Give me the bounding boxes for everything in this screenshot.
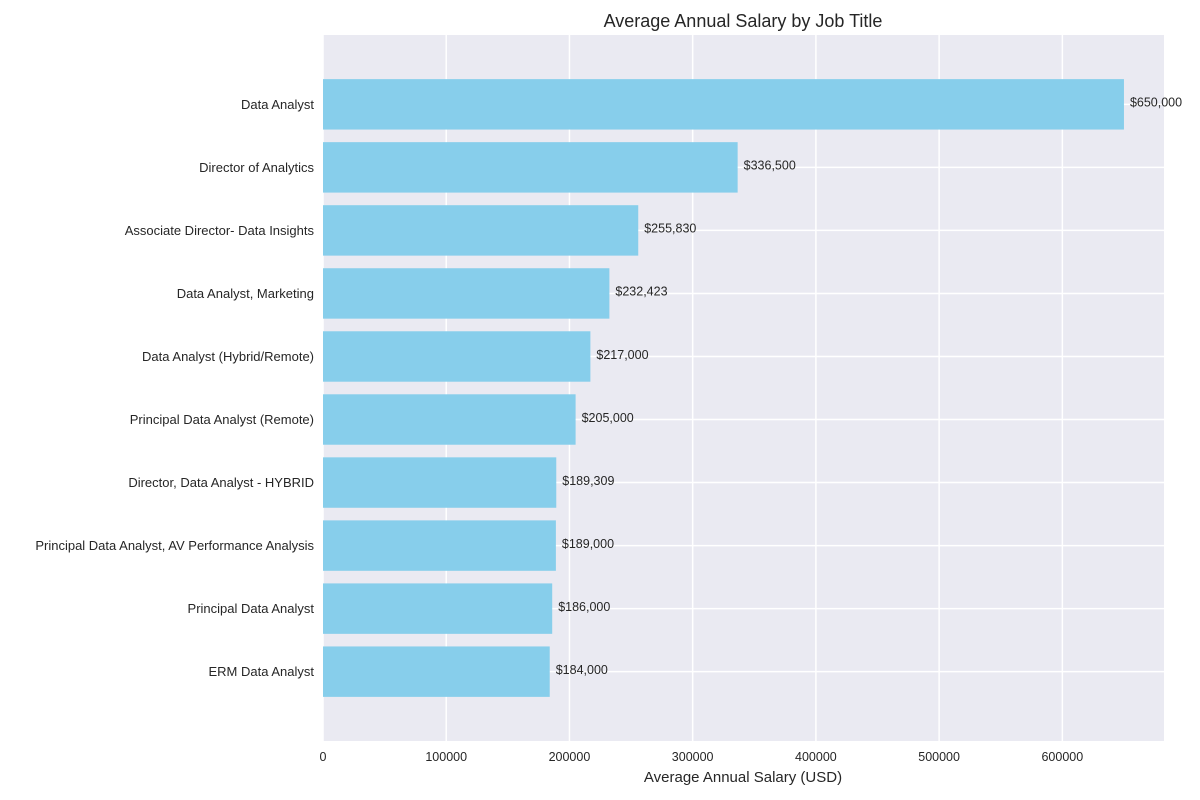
x-axis-label: Average Annual Salary (USD) <box>644 769 842 786</box>
x-axis-tick-labels: 0 100000 200000 300000 400000 500000 600000 <box>320 750 1084 764</box>
bar <box>323 331 591 382</box>
bar <box>323 394 576 445</box>
bar <box>323 520 556 571</box>
chart-title: Average Annual Salary by Job Title <box>604 11 883 31</box>
bar <box>323 79 1124 130</box>
bar-value-label: $205,000 <box>582 411 634 425</box>
bar <box>323 142 738 193</box>
data-labels: $650,000 $336,500 $255,830 $232,423 $217,000… <box>556 96 1182 677</box>
y-tick-label: Data Analyst <box>241 97 314 112</box>
y-tick-label: Principal Data Analyst <box>188 601 315 616</box>
bar-value-label: $650,000 <box>1130 96 1182 110</box>
y-tick-label: Data Analyst, Marketing <box>177 286 314 301</box>
x-tick-label: 200000 <box>549 750 591 764</box>
bar-value-label: $336,500 <box>744 159 796 173</box>
bar <box>323 457 557 508</box>
x-tick-label: 600000 <box>1041 750 1083 764</box>
y-tick-label: Director, Data Analyst - HYBRID <box>128 475 314 490</box>
bar-value-label: $232,423 <box>615 285 667 299</box>
y-tick-label: Associate Director- Data Insights <box>125 223 315 238</box>
x-tick-label: 500000 <box>918 750 960 764</box>
y-tick-label: Director of Analytics <box>199 160 314 175</box>
y-tick-label: Principal Data Analyst, AV Performance A… <box>35 538 314 553</box>
bar-value-label: $255,830 <box>644 222 696 236</box>
bar-value-label: $186,000 <box>558 600 610 614</box>
bar-value-label: $217,000 <box>596 348 648 362</box>
bar <box>323 583 553 634</box>
y-tick-label: ERM Data Analyst <box>209 664 315 679</box>
bar-value-label: $189,000 <box>562 537 614 551</box>
x-tick-label: 400000 <box>795 750 837 764</box>
plot-background <box>323 35 1164 741</box>
bars <box>323 79 1124 697</box>
bar-value-label: $184,000 <box>556 663 608 677</box>
y-axis-tick-labels: Data Analyst Director of Analytics Associa… <box>35 97 314 679</box>
bar <box>323 205 639 256</box>
x-tick-label: 100000 <box>425 750 467 764</box>
x-tick-label: 300000 <box>672 750 714 764</box>
y-tick-label: Data Analyst (Hybrid/Remote) <box>142 349 314 364</box>
bar <box>323 268 610 319</box>
x-tick-label: 0 <box>320 750 327 764</box>
bar <box>323 646 550 697</box>
y-tick-label: Principal Data Analyst (Remote) <box>130 412 314 427</box>
bar-value-label: $189,309 <box>562 474 614 488</box>
